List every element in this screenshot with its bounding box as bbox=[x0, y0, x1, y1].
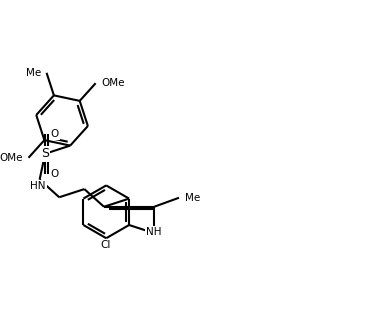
Text: Me: Me bbox=[185, 193, 200, 203]
Text: Me: Me bbox=[26, 68, 41, 78]
Text: HN: HN bbox=[30, 181, 46, 190]
Text: Cl: Cl bbox=[100, 240, 110, 250]
Text: S: S bbox=[41, 147, 49, 160]
Text: OMe: OMe bbox=[101, 78, 125, 88]
Text: O: O bbox=[50, 129, 59, 139]
Text: OMe: OMe bbox=[0, 153, 23, 163]
Text: O: O bbox=[50, 169, 59, 179]
Text: NH: NH bbox=[147, 227, 162, 237]
